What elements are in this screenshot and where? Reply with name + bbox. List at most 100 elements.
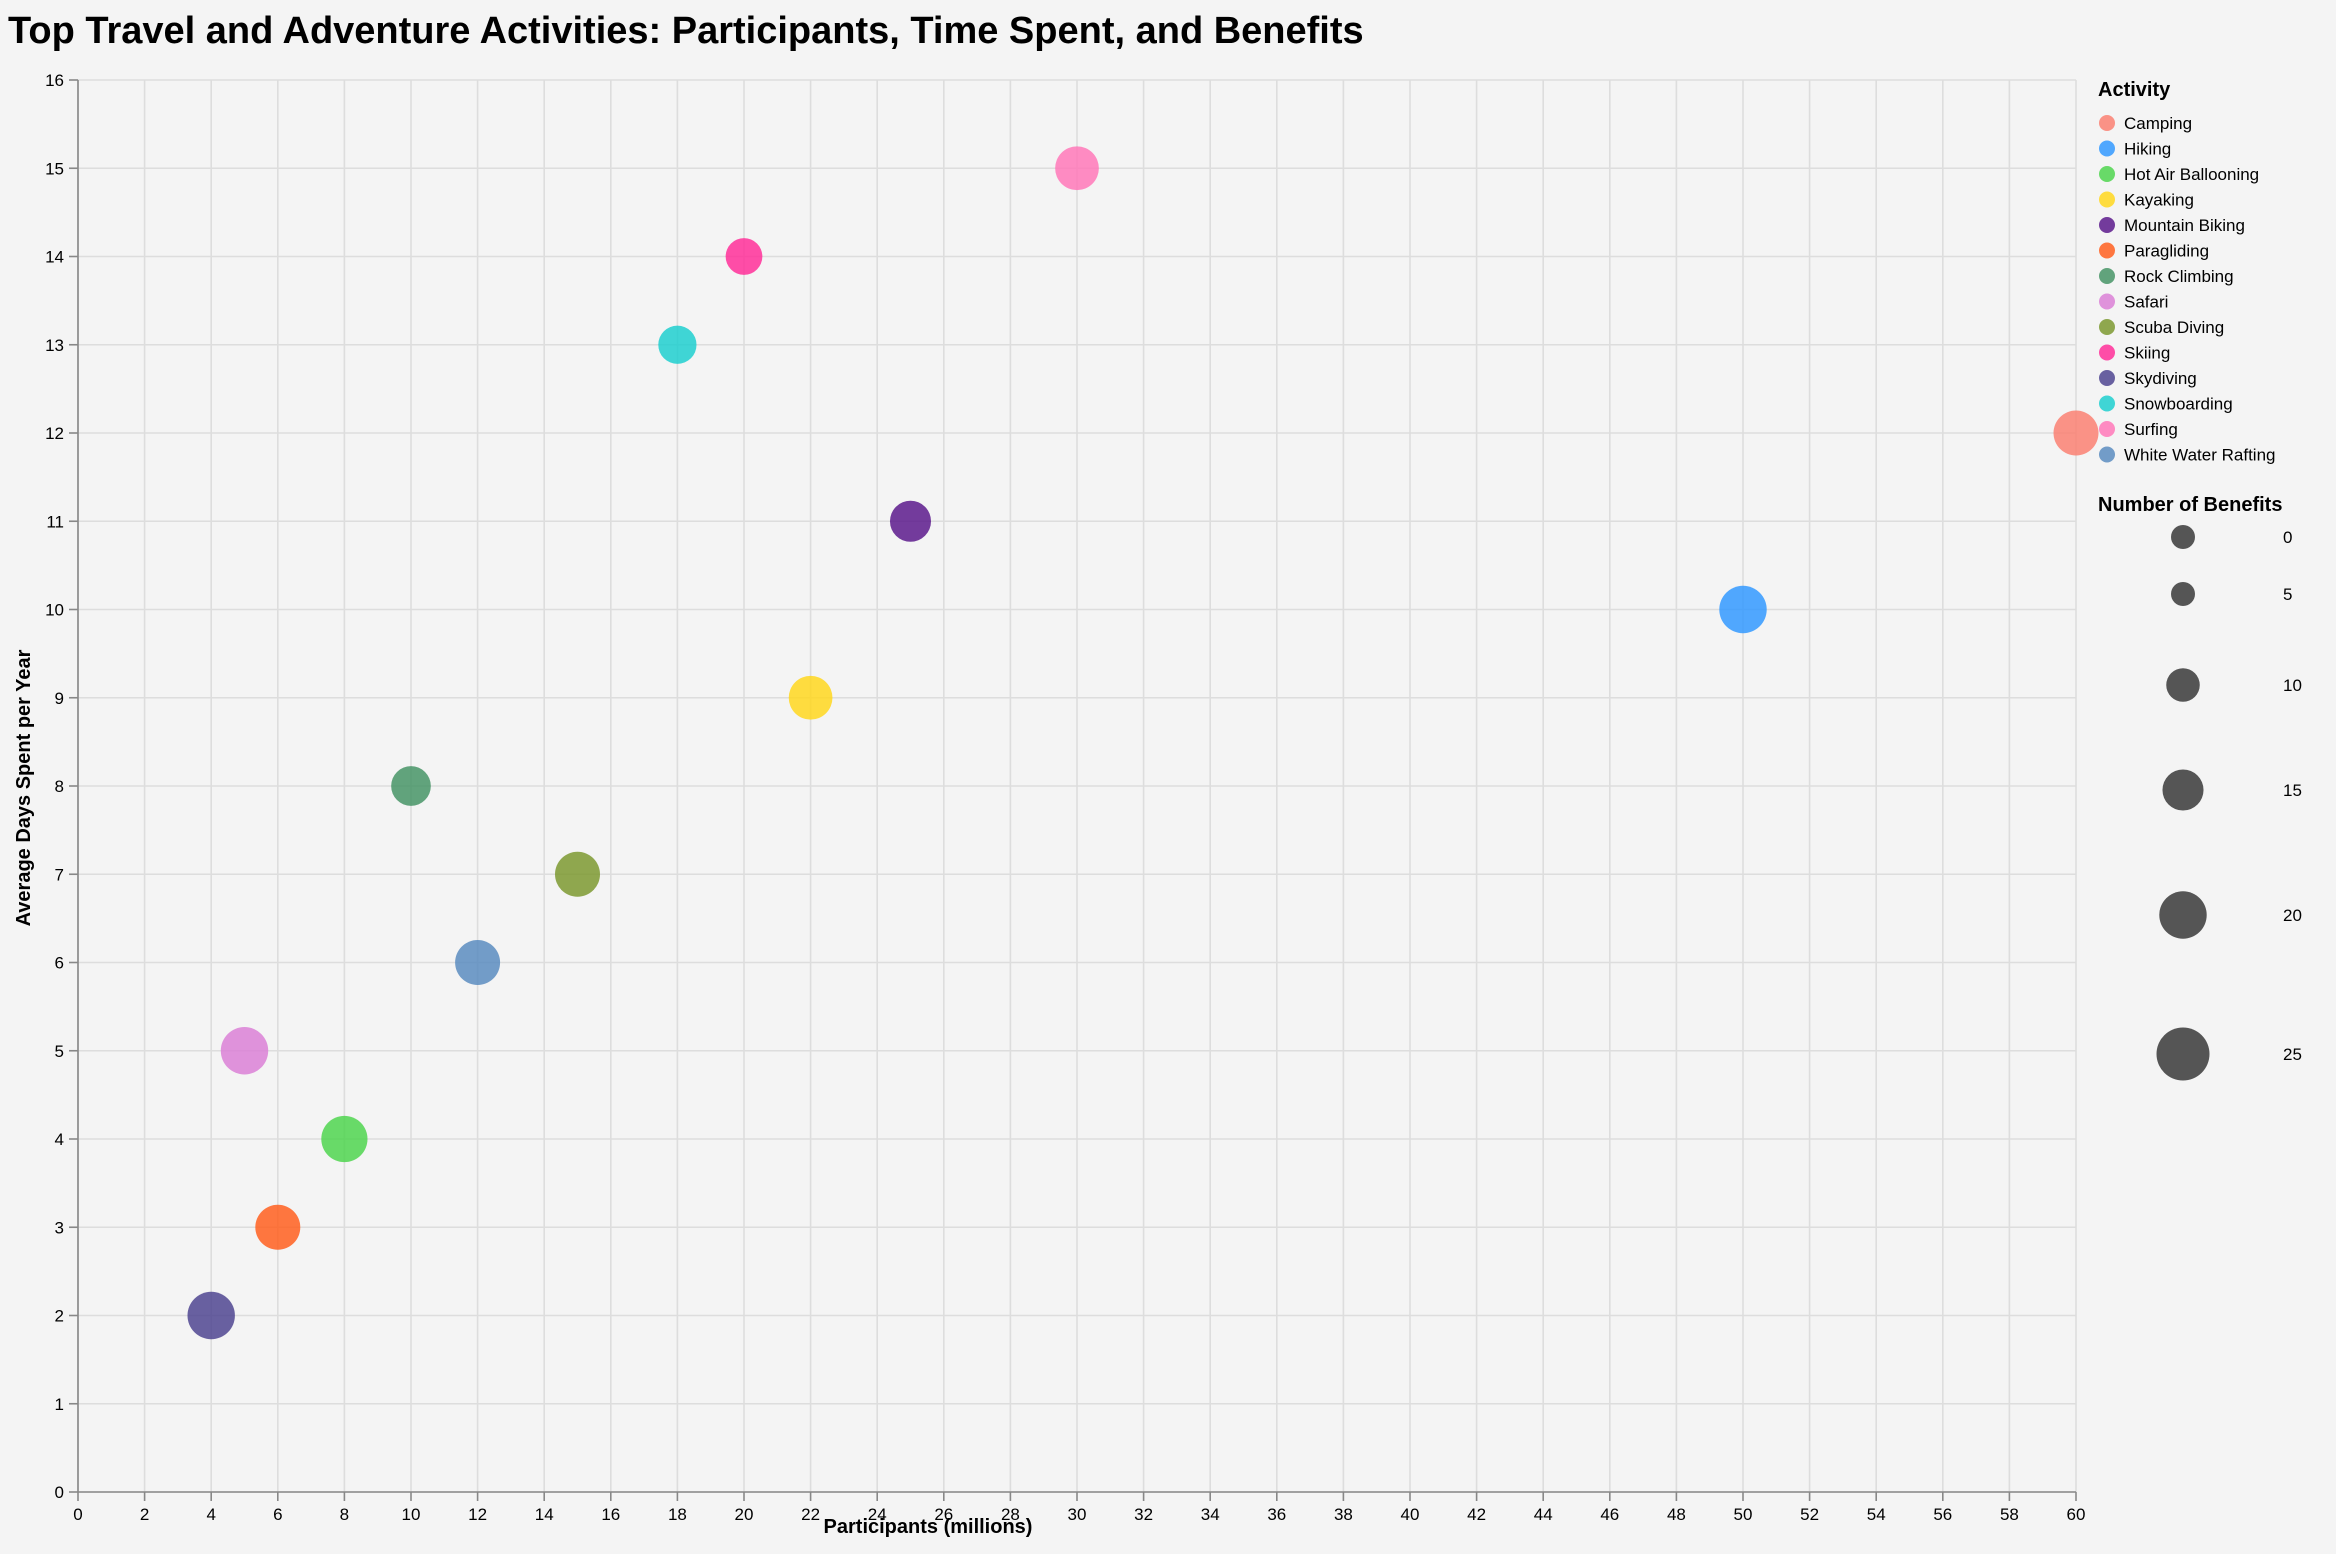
y-tick-label: 3 [55, 1218, 64, 1237]
y-tick-label: 10 [45, 601, 64, 620]
legend-swatch-camping [2099, 115, 2115, 131]
y-tick-label: 11 [46, 512, 64, 531]
legend-label-safari: Safari [2124, 293, 2168, 312]
y-tick-label: 6 [55, 954, 64, 973]
legend-label-camping: Camping [2124, 114, 2192, 133]
legend-label-skydiving: Skydiving [2124, 369, 2197, 388]
y-axis-title: Average Days Spent per Year [13, 649, 35, 926]
x-tick-label: 8 [340, 1505, 349, 1524]
size-legend-title: Number of Benefits [2098, 494, 2282, 516]
bubble-snowboarding [658, 325, 697, 364]
y-tick-label: 8 [55, 777, 64, 796]
x-tick-label: 60 [2067, 1505, 2086, 1524]
x-tick-label: 48 [1667, 1505, 1686, 1524]
x-tick-label: 34 [1201, 1505, 1220, 1524]
x-tick-label: 54 [1867, 1505, 1886, 1524]
x-tick-label: 16 [601, 1505, 620, 1524]
legend-swatch-surfing [2099, 421, 2115, 437]
axes: 0 2 4 6 8 10 12 14 16 18 20 22 24 26 28 30 32 34 36 38 40 42 4… [45, 71, 2085, 1524]
x-tick-label: 2 [140, 1505, 149, 1524]
bubble-safari [220, 1027, 269, 1075]
y-tick-label: 14 [45, 248, 64, 267]
bubble-camping [2053, 410, 2099, 456]
size-legend: 0 5 10 15 20 25 [2156, 525, 2302, 1081]
legend-label-scuba-diving: Scuba Diving [2124, 318, 2224, 337]
legend-swatch-mountain-biking [2099, 217, 2115, 233]
bubble-skiing [725, 238, 763, 275]
x-tick-label: 46 [1600, 1505, 1619, 1524]
legend-swatch-skiing [2099, 344, 2115, 361]
bubble-white-water-rafting [455, 940, 501, 985]
bubble-kayaking [788, 675, 833, 720]
x-tick-label: 28 [1001, 1505, 1020, 1524]
size-legend-circle [2166, 668, 2200, 702]
x-tick-label: 14 [535, 1505, 554, 1524]
bubbles [187, 146, 2099, 1340]
legend-swatch-rock-climbing [2099, 268, 2115, 284]
y-tick-label: 2 [55, 1307, 64, 1326]
size-legend-label: 15 [2283, 781, 2302, 800]
x-tick-label: 50 [1734, 1505, 1753, 1524]
x-tick-label: 18 [668, 1505, 687, 1524]
legend-label-hot-air-ballooning: Hot Air Ballooning [2124, 165, 2259, 184]
grid [77, 79, 2077, 1493]
x-tick-label: 24 [868, 1505, 887, 1524]
legend-swatch-paragliding [2099, 242, 2115, 259]
bubble-scuba-diving [555, 851, 600, 897]
color-legend-title: Activity [2098, 79, 2171, 101]
y-tick-label: 1 [55, 1395, 64, 1414]
size-legend-label: 20 [2283, 906, 2302, 925]
x-tick-label: 22 [801, 1505, 820, 1524]
legend-swatch-hiking [2099, 140, 2115, 157]
x-tick-label: 26 [934, 1505, 953, 1524]
x-axis-title: Participants (millions) [824, 1516, 1033, 1538]
chart-title: Top Travel and Adventure Activities: Par… [8, 10, 1364, 52]
x-tick-label: 0 [73, 1505, 82, 1524]
legend-swatch-skydiving [2099, 370, 2115, 386]
y-tick-label: 4 [55, 1130, 64, 1149]
size-legend-circle [2159, 891, 2207, 939]
legend-label-kayaking: Kayaking [2124, 191, 2194, 210]
y-tick-label: 16 [45, 71, 64, 90]
legend-label-rock-climbing: Rock Climbing [2124, 267, 2234, 286]
legend-swatch-snowboarding [2099, 395, 2115, 412]
bubble-surfing [1055, 146, 1099, 191]
legend: Activity Camping Hiking Hot Air Ballooning… [2098, 79, 2302, 1081]
legend-swatch-safari [2099, 293, 2115, 310]
y-tick-label: 5 [55, 1042, 64, 1061]
x-tick-label: 32 [1134, 1505, 1153, 1524]
x-tick-label: 36 [1267, 1505, 1286, 1524]
y-tick-label: 12 [45, 424, 64, 443]
bubble-hiking [1719, 585, 1767, 634]
legend-label-hiking: Hiking [2124, 140, 2171, 159]
size-legend-label: 25 [2283, 1045, 2302, 1064]
x-tick-label: 40 [1401, 1505, 1420, 1524]
legend-swatch-kayaking [2099, 191, 2115, 208]
legend-swatch-hot-air-ballooning [2099, 166, 2115, 182]
x-tick-label: 20 [735, 1505, 754, 1524]
legend-swatch-scuba-diving [2099, 319, 2115, 335]
x-tick-label: 4 [206, 1505, 215, 1524]
y-tick-label: 9 [55, 689, 64, 708]
bubble-hot-air-ballooning [321, 1115, 368, 1163]
x-tick-label: 52 [1800, 1505, 1819, 1524]
x-tick-label: 44 [1534, 1505, 1553, 1524]
legend-swatch-white-water-rafting [2099, 446, 2115, 463]
bubble-paragliding [255, 1204, 301, 1250]
size-legend-circle [2171, 525, 2195, 549]
y-tick-label: 0 [55, 1483, 64, 1502]
color-legend: Camping Hiking Hot Air Ballooning Kayaking M… [2099, 114, 2275, 465]
legend-label-white-water-rafting: White Water Rafting [2124, 446, 2275, 465]
legend-label-mountain-biking: Mountain Biking [2124, 216, 2245, 235]
size-legend-label: 10 [2283, 676, 2302, 695]
size-legend-circle [2162, 769, 2204, 811]
size-legend-circle [2171, 582, 2195, 606]
x-tick-label: 58 [2000, 1505, 2019, 1524]
bubble-skydiving [187, 1291, 235, 1340]
y-tick-label: 15 [45, 159, 64, 178]
y-tick-label: 7 [55, 865, 64, 884]
size-legend-label: 0 [2283, 528, 2292, 547]
x-tick-label: 42 [1467, 1505, 1486, 1524]
bubble-rock-climbing [391, 766, 431, 806]
